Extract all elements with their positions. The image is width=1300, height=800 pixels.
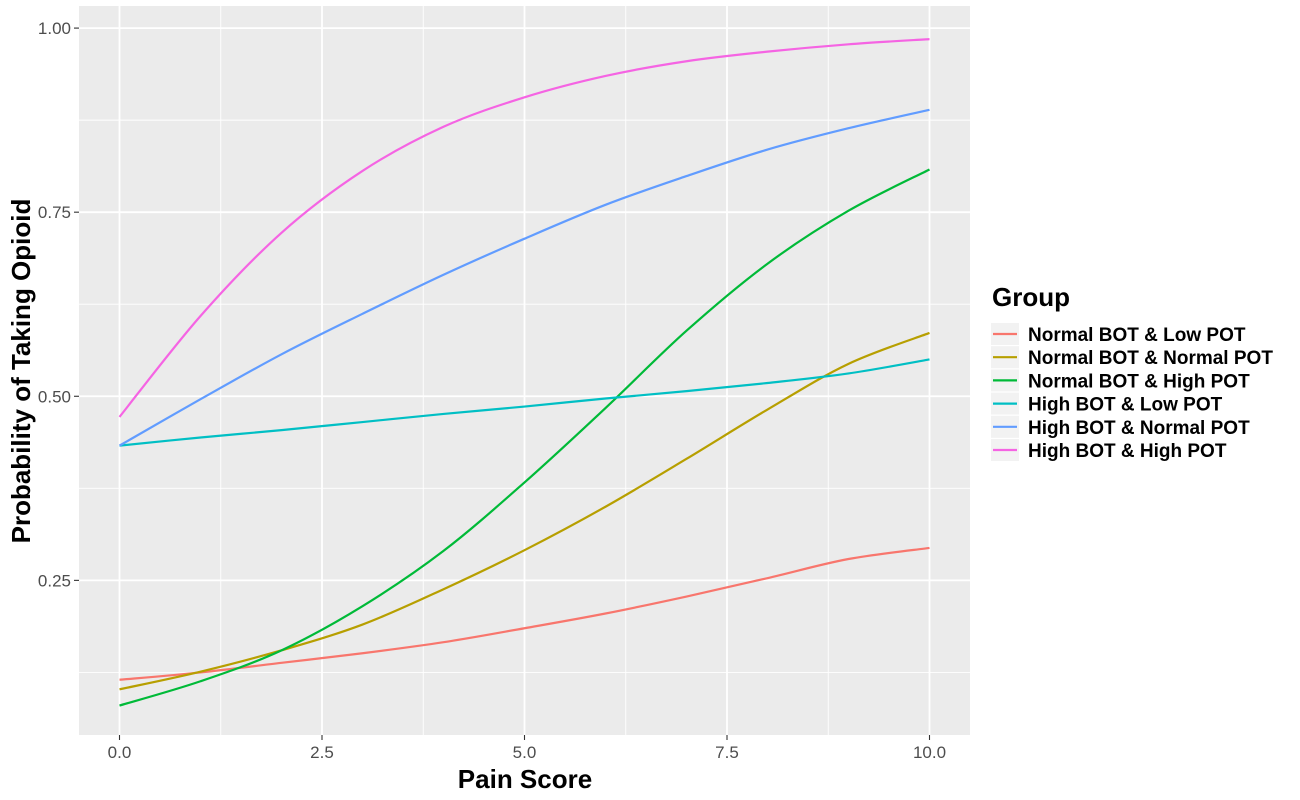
x-tick-label: 0.0 (108, 743, 132, 762)
series-lines (118, 38, 930, 707)
legend-label: Normal BOT & Normal POT (1028, 348, 1273, 369)
x-tick-label: 5.0 (513, 743, 537, 762)
legend-label: Normal BOT & Low POT (1028, 325, 1246, 346)
y-axis-title: Probability of Taking Opioid (6, 199, 36, 544)
y-axis: 0.25 0.50 0.75 1.00 (38, 19, 79, 590)
legend-item: Normal BOT & High POT (991, 369, 1250, 392)
series-line-1 (119, 546, 930, 681)
series-line-3 (119, 168, 930, 707)
y-tick-label: 0.25 (38, 571, 71, 590)
x-tick-label: 10.0 (913, 743, 946, 762)
x-tick-label: 2.5 (310, 743, 334, 762)
series-line-6 (118, 38, 930, 418)
legend-item: High BOT & Low POT (991, 392, 1223, 416)
legend-item: High BOT & Normal POT (991, 415, 1250, 439)
x-axis: 0.0 2.5 5.0 7.5 10.0 (108, 735, 946, 762)
y-tick-label: 0.50 (38, 387, 71, 406)
legend-label: High BOT & Low POT (1028, 395, 1223, 416)
legend-item: High BOT & High POT (991, 439, 1227, 462)
legend-label: Normal BOT & High POT (1028, 371, 1250, 392)
y-tick-label: 1.00 (38, 19, 71, 38)
legend-label: High BOT & Normal POT (1028, 418, 1250, 439)
series-line-4 (119, 358, 930, 447)
legend-title: Group (992, 282, 1070, 312)
x-tick-label: 7.5 (715, 743, 739, 762)
series-line-5 (118, 108, 930, 447)
major-gridlines (79, 6, 970, 735)
series-line-2 (119, 331, 930, 691)
y-tick-label: 0.75 (38, 203, 71, 222)
x-axis-title: Pain Score (458, 764, 592, 794)
legend-item: Normal BOT & Low POT (991, 323, 1246, 346)
legend-label: High BOT & High POT (1028, 441, 1227, 462)
legend-item: Normal BOT & Normal POT (991, 346, 1273, 369)
